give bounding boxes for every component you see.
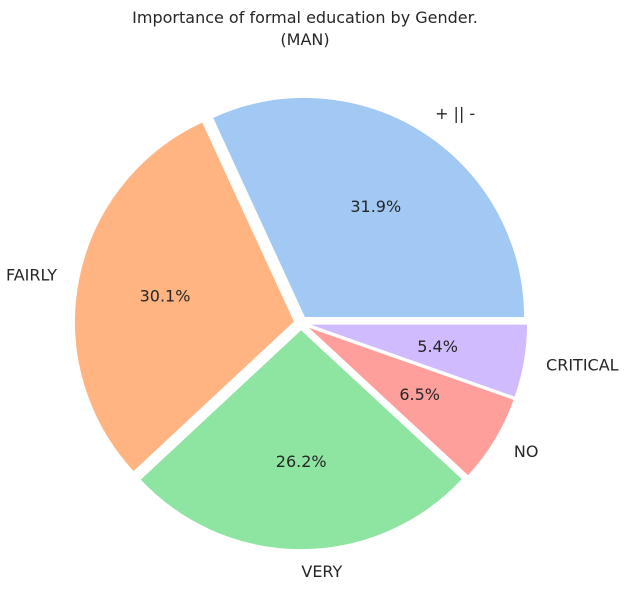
pie-category-label: FAIRLY [6, 265, 57, 284]
pie-slice-2 [74, 121, 296, 473]
pie-slice-5 [307, 323, 529, 398]
chart-subtitle: (MAN) [280, 30, 329, 49]
pie-slice-3 [139, 328, 464, 551]
pie-labels: 31.9% + || - 30.1% FAIRLY 26.2% VERY 6.5% NO 5.4… [6, 104, 619, 581]
pie-slice-4 [306, 325, 515, 477]
pie-value-label: 26.2% [276, 452, 327, 471]
chart-title: Importance of formal education by Gender… [132, 8, 478, 27]
pie-slice-1 [211, 96, 526, 318]
pie-value-label: 31.9% [350, 197, 401, 216]
pie-category-label: VERY [301, 562, 342, 581]
pie-category-label: + || - [435, 104, 475, 123]
pie-category-label: NO [514, 442, 539, 461]
pie-category-label: CRITICAL [546, 355, 619, 374]
pie-slices [74, 96, 529, 551]
pie-value-label: 5.4% [417, 337, 458, 356]
pie-value-label: 30.1% [140, 287, 191, 306]
pie-value-label: 6.5% [399, 385, 440, 404]
